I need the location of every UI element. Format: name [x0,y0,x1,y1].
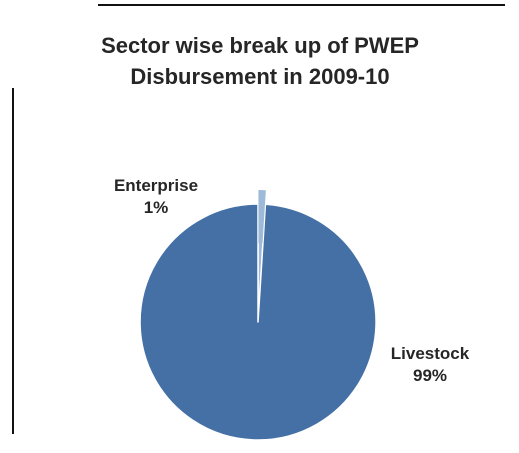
chart-title: Sector wise break up of PWEP Disbursemen… [40,30,480,92]
livestock-percent-label: 99% [412,366,448,385]
left-border-line [12,88,14,434]
chart-title-line-1: Sector wise break up of PWEP [101,33,419,58]
pie-slice-livestock [139,203,377,441]
livestock-slice-label: Livestock 99% [375,343,485,387]
enterprise-name-label: Enterprise [113,176,199,195]
chart-title-line-2: Disbursement in 2009-10 [130,64,390,89]
pie-slice-enterprise-exploded [258,190,266,244]
top-border-line [98,4,505,6]
enterprise-slice-label: Enterprise 1% [101,175,211,219]
enterprise-percent-label: 1% [143,198,169,217]
livestock-name-label: Livestock [390,344,470,363]
